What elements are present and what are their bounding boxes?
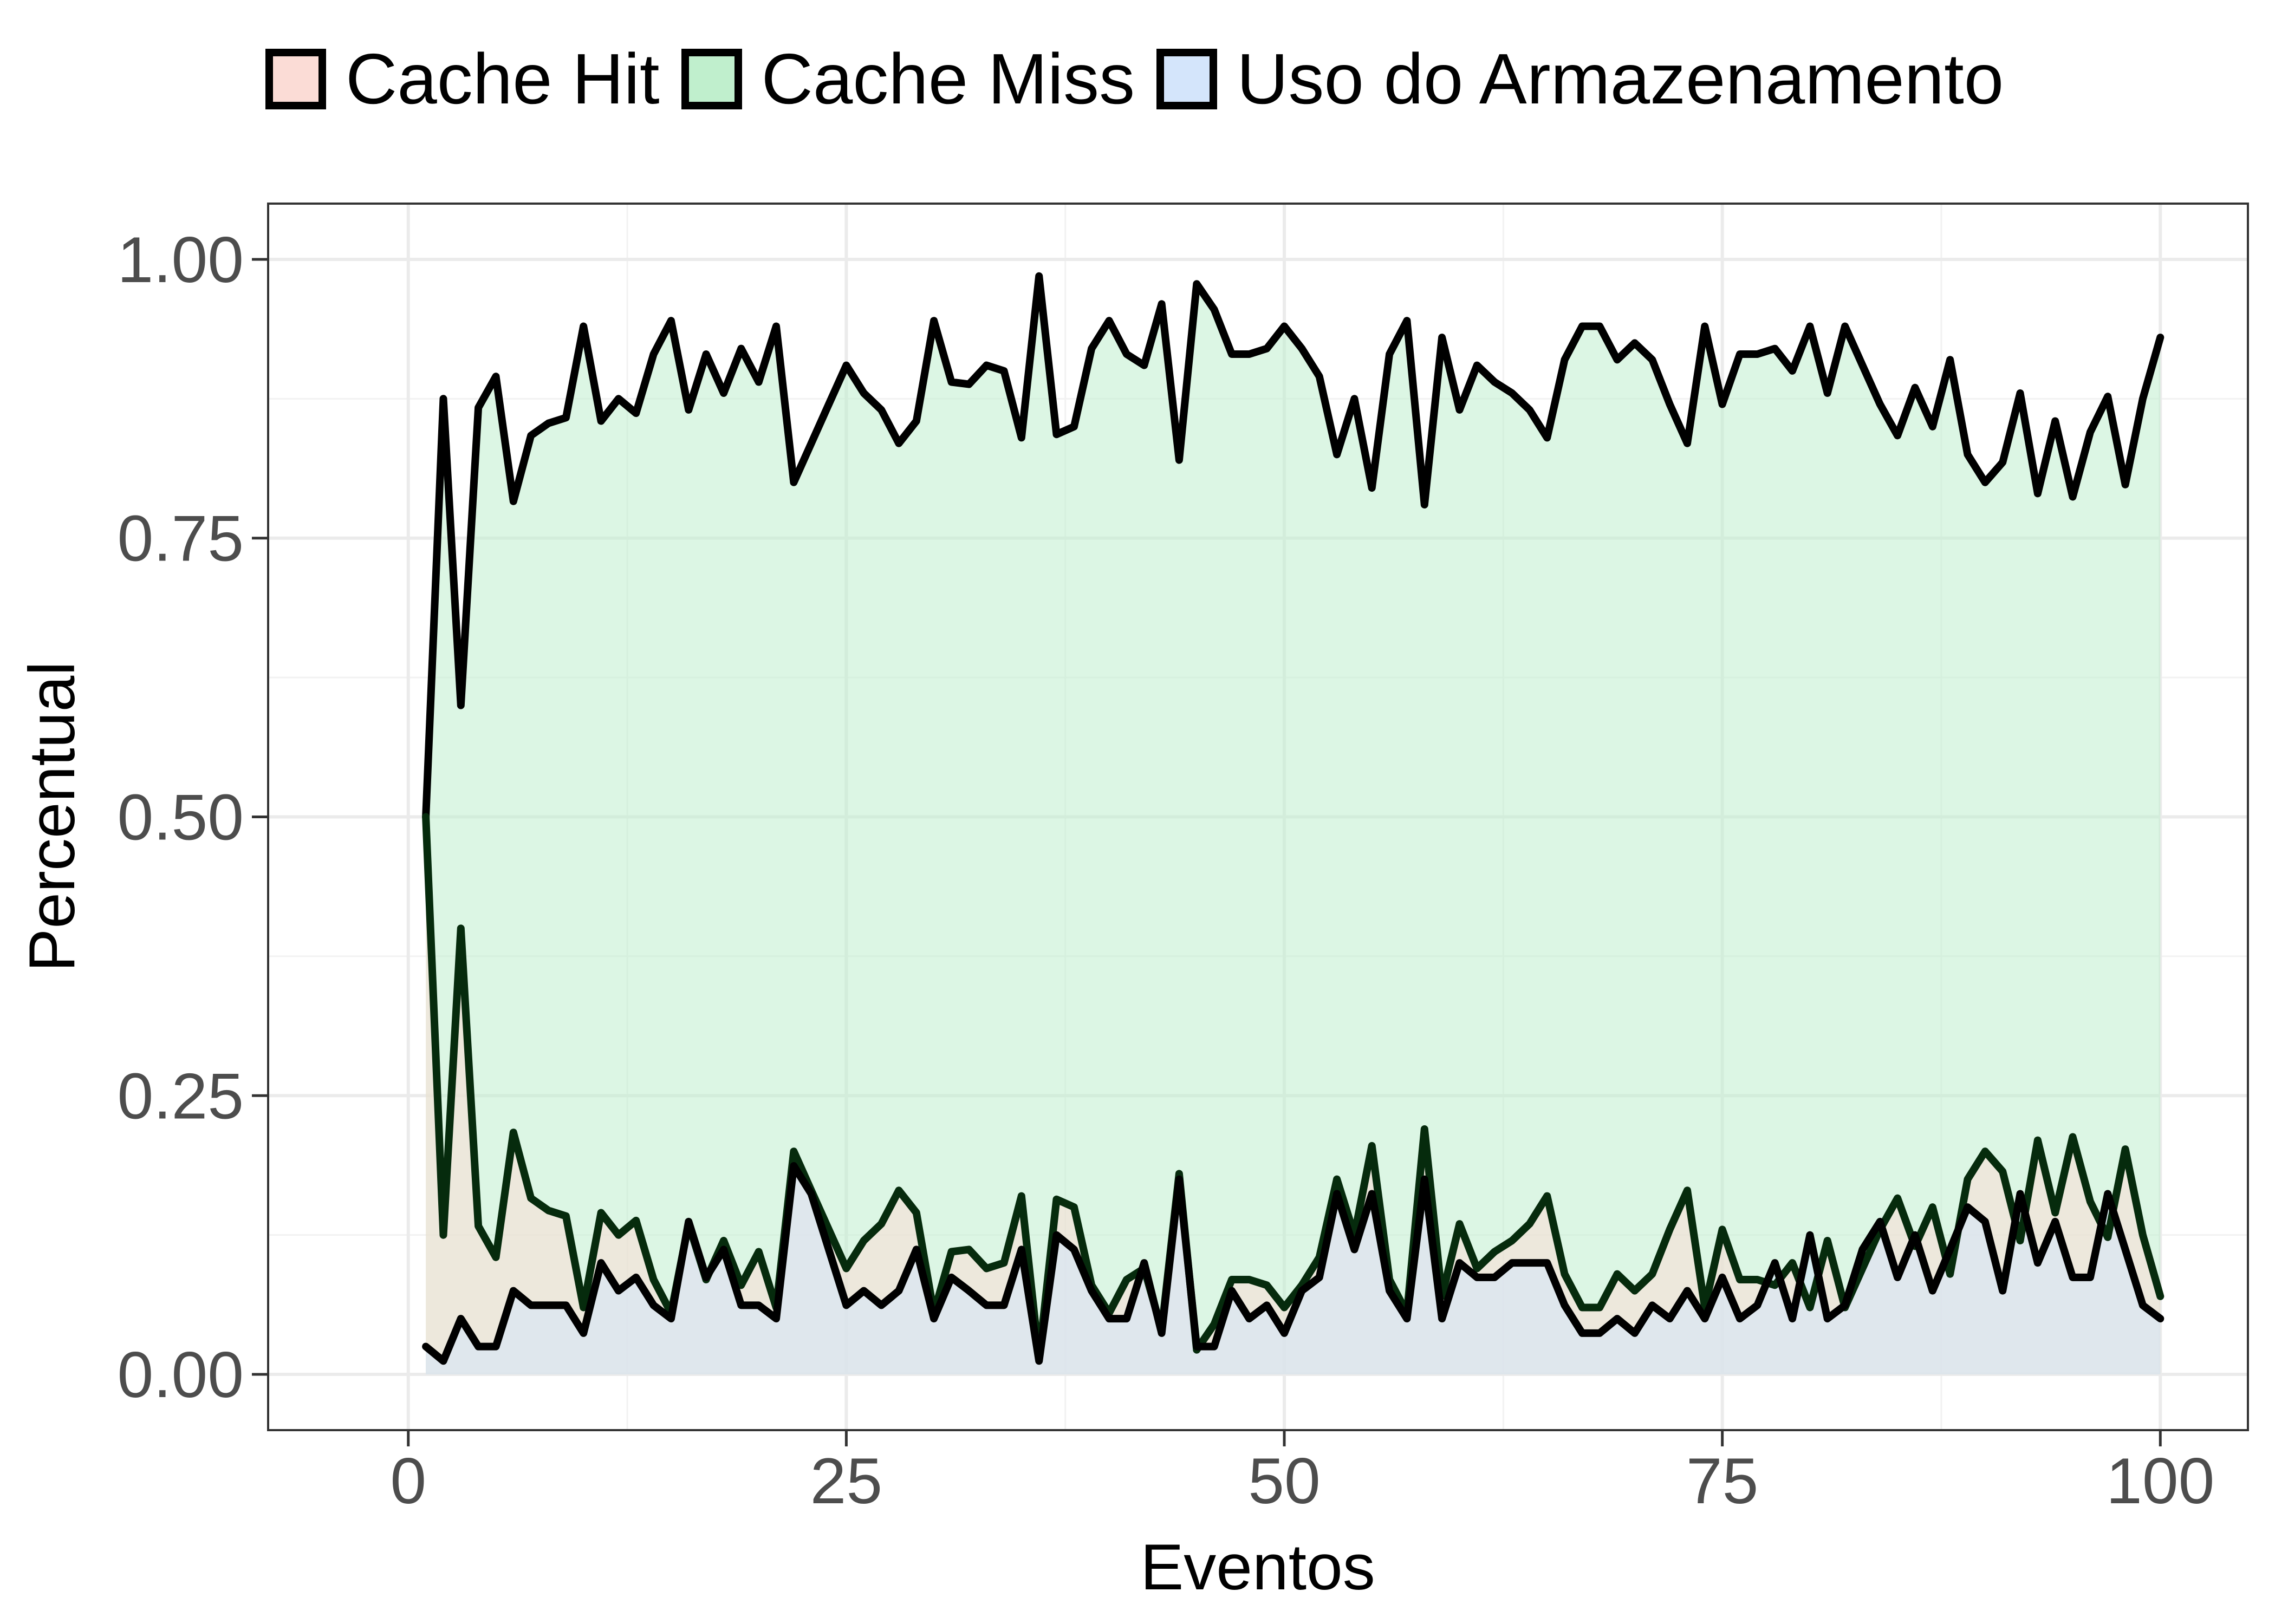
- series-lines: [422, 272, 2164, 1365]
- x-axis-label: Eventos: [1140, 1531, 1375, 1603]
- x-tick-label: 50: [1248, 1445, 1320, 1517]
- x-tick-label: 75: [1686, 1445, 1758, 1517]
- legend-key-cache-hit: [265, 49, 326, 109]
- legend-label-cache-miss: Cache Miss: [761, 39, 1135, 119]
- legend-item-cache-hit: Cache Hit: [265, 43, 660, 115]
- y-tick-label: 0.00: [117, 1339, 244, 1411]
- series-areas: [426, 276, 2161, 1374]
- legend: Cache Hit Cache Miss Uso do Armazenament…: [265, 43, 2025, 115]
- line-cache-miss: [422, 272, 2164, 821]
- legend-key-cache-miss: [681, 49, 742, 109]
- area-cache-miss: [426, 276, 2161, 1374]
- x-tick-label: 100: [2106, 1445, 2214, 1517]
- y-tick-label: 0.75: [117, 503, 244, 575]
- legend-item-storage-usage: Uso do Armazenamento: [1156, 43, 2004, 115]
- legend-label-cache-hit: Cache Hit: [346, 39, 660, 119]
- line-uso-do-armazenamento: [422, 1162, 2164, 1365]
- y-axis-label: Percentual: [16, 661, 88, 972]
- legend-key-storage-usage: [1156, 49, 1218, 109]
- x-axis-ticks: 0 25 50 75 100: [390, 1430, 2214, 1517]
- y-axis-ticks: 0.00 0.25 0.50 0.75 1.00: [117, 224, 268, 1411]
- area-uso-do-armazenamento: [426, 1166, 2161, 1374]
- x-tick-label: 25: [810, 1445, 882, 1517]
- legend-label-storage-usage: Uso do Armazenamento: [1237, 39, 2004, 119]
- y-tick-label: 1.00: [117, 224, 244, 296]
- legend-item-cache-miss: Cache Miss: [681, 43, 1135, 115]
- y-tick-label: 0.25: [117, 1060, 244, 1132]
- x-tick-label: 0: [390, 1445, 426, 1517]
- y-tick-label: 0.50: [117, 781, 244, 854]
